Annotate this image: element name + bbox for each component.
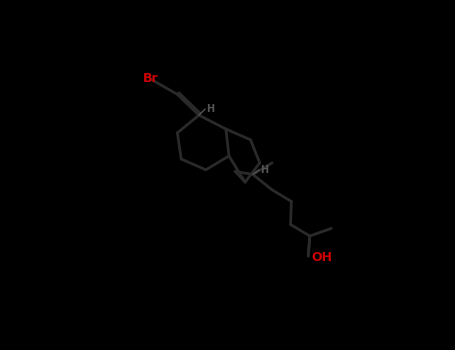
Text: OH: OH <box>311 251 332 264</box>
Text: H: H <box>261 165 268 175</box>
Text: H: H <box>207 104 215 114</box>
Text: Br: Br <box>142 72 158 85</box>
